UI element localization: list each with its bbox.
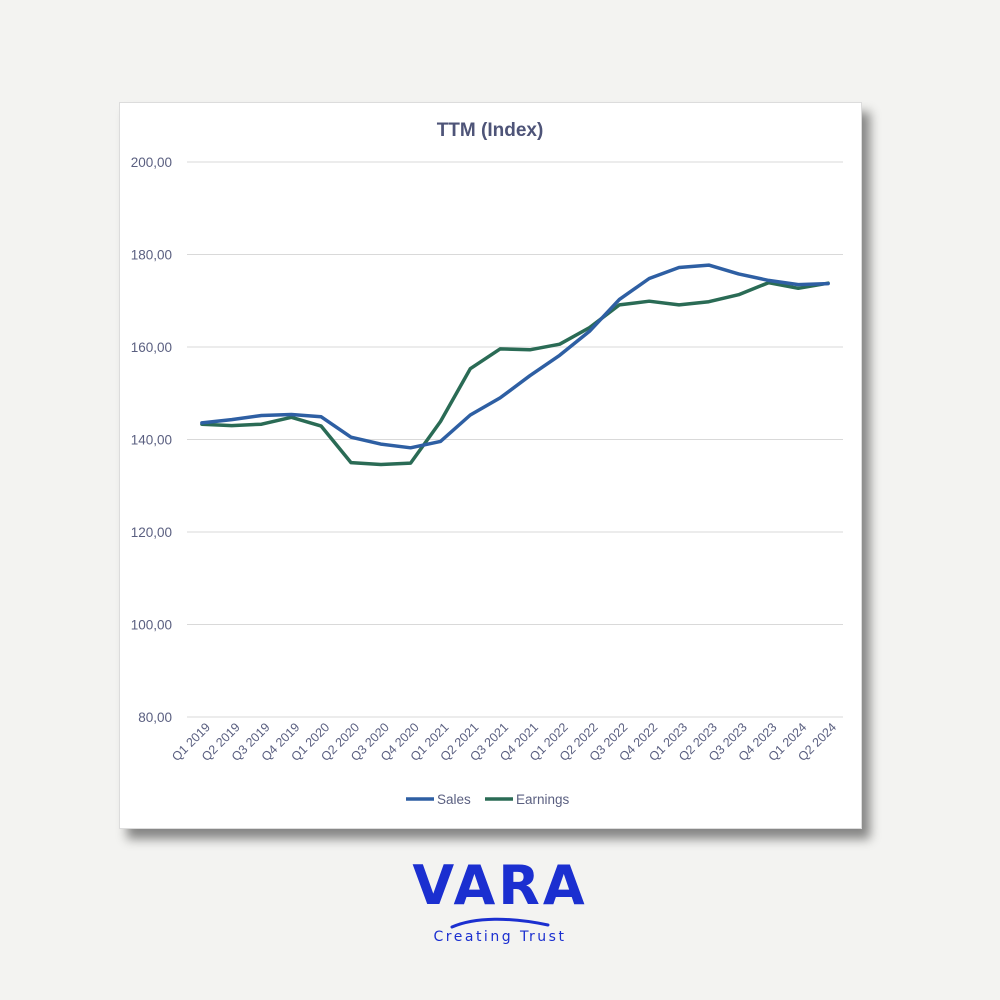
y-tick-label: 160,00 <box>131 340 172 355</box>
y-axis-ticks: 80,00 100,00 120,00 140,00 160,00 180,00 200,0… <box>131 155 172 725</box>
ttm-line-chart: TTM (Index) 80,00 100,00 120,00 140,00 160,0… <box>131 120 843 807</box>
y-tick-label: 140,00 <box>131 433 172 448</box>
y-tick-label: 120,00 <box>131 525 172 540</box>
wave-icon <box>450 917 550 929</box>
chart-title: TTM (Index) <box>437 120 544 141</box>
series-line-sales <box>200 263 830 450</box>
y-tick-label: 80,00 <box>138 710 172 725</box>
chart-card: TTM (Index) 80,00 100,00 120,00 140,00 160,0… <box>119 102 862 829</box>
y-tick-label: 100,00 <box>131 618 172 633</box>
logo-tagline: Creating Trust <box>433 929 567 945</box>
legend-label-sales: Sales <box>437 792 471 807</box>
y-tick-label: 200,00 <box>131 155 172 170</box>
logo-wordmark: VARA <box>412 854 588 917</box>
vara-logo: VARA Creating Trust <box>380 855 620 955</box>
y-tick-label: 180,00 <box>131 248 172 263</box>
legend-label-earnings: Earnings <box>516 792 570 807</box>
series-lines <box>200 263 830 467</box>
series-line-earnings <box>200 280 830 467</box>
legend: Sales Earnings <box>406 792 570 807</box>
gridlines <box>187 161 843 718</box>
